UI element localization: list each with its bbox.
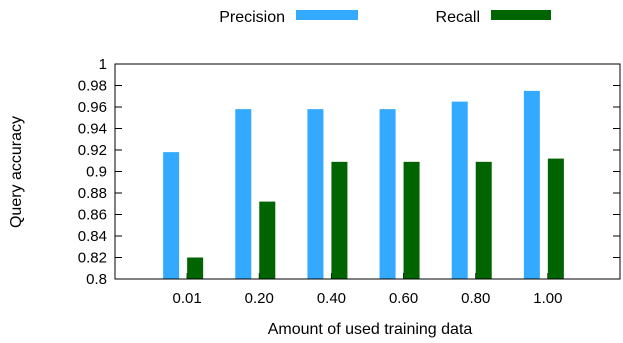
bar-precision bbox=[163, 152, 180, 279]
legend-swatch-recall bbox=[491, 10, 551, 20]
y-tick-label: 0.94 bbox=[78, 121, 107, 138]
x-tick-label: 0.60 bbox=[389, 290, 418, 307]
y-tick-label: 1 bbox=[99, 56, 107, 73]
bar-recall bbox=[547, 158, 564, 279]
legend-label-recall: Recall bbox=[436, 9, 480, 26]
x-tick-label: 0.20 bbox=[245, 290, 274, 307]
bar-recall bbox=[331, 161, 348, 279]
y-tick-label: 0.82 bbox=[78, 250, 107, 267]
x-tick-label: 1.00 bbox=[533, 290, 562, 307]
bar-precision bbox=[379, 109, 396, 280]
legend: Precision Recall bbox=[219, 9, 551, 26]
plot-area: 0.8 0.82 0.84 0.86 0.88 0.9 0.92 0.94 0.96 0.98 1 0… bbox=[78, 56, 621, 307]
legend-swatch-precision bbox=[296, 10, 358, 20]
y-tick-label: 0.96 bbox=[78, 99, 107, 116]
x-axis-label: Amount of used training data bbox=[268, 321, 473, 338]
x-tick-label: 0.80 bbox=[461, 290, 490, 307]
y-tick-label: 0.84 bbox=[78, 228, 107, 245]
bar-recall bbox=[475, 161, 492, 279]
bar-recall bbox=[187, 257, 204, 279]
x-tick-label: 0.01 bbox=[173, 290, 202, 307]
y-axis-label: Query accuracy bbox=[8, 116, 25, 228]
bar-recall bbox=[259, 201, 276, 279]
y-tick-label: 0.9 bbox=[86, 164, 107, 181]
y-tick-label: 0.98 bbox=[78, 78, 107, 95]
bar-precision bbox=[523, 90, 540, 279]
x-tick-label: 0.40 bbox=[317, 290, 346, 307]
bar-recall bbox=[403, 161, 420, 279]
bar-precision bbox=[235, 109, 252, 280]
bar-precision bbox=[451, 101, 468, 279]
plot-frame bbox=[114, 63, 621, 280]
y-tick-label: 0.92 bbox=[78, 142, 107, 159]
y-tick-label: 0.86 bbox=[78, 207, 107, 224]
legend-label-precision: Precision bbox=[219, 9, 285, 26]
bar-precision bbox=[307, 109, 324, 280]
y-tick-label: 0.8 bbox=[86, 271, 107, 288]
y-tick-label: 0.88 bbox=[78, 185, 107, 202]
